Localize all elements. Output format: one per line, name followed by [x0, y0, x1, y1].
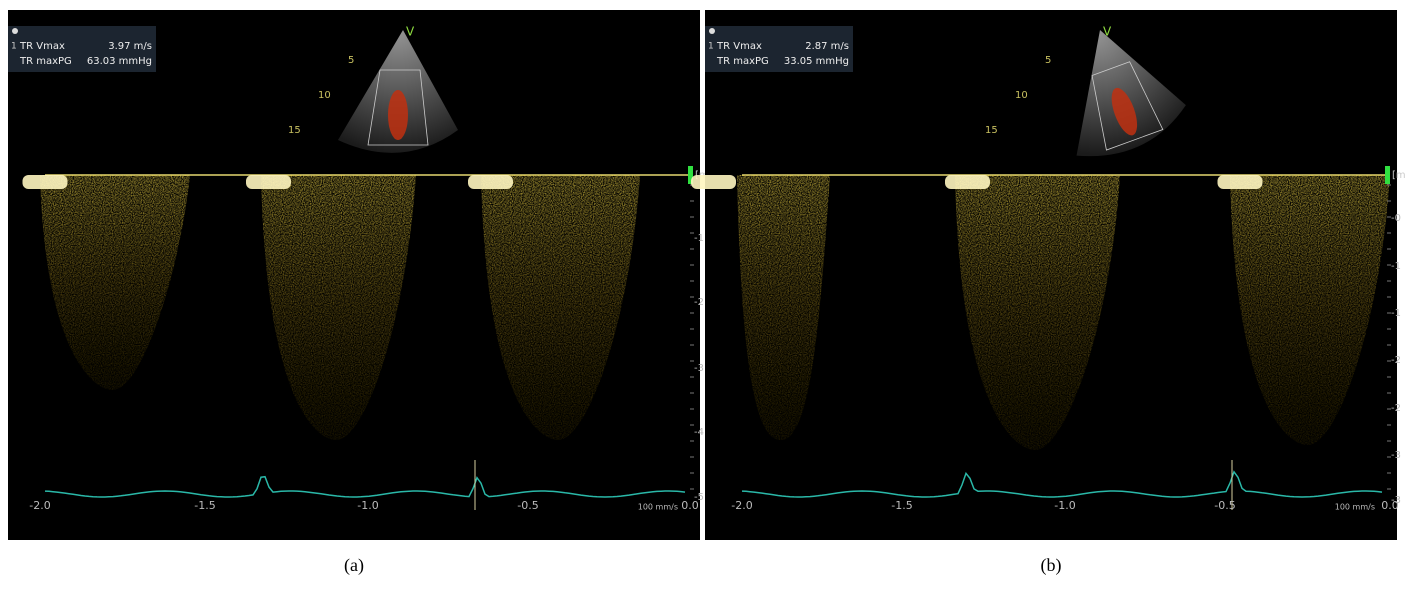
- systolic-flash: [1218, 175, 1263, 189]
- view-label: V: [1103, 25, 1112, 39]
- measurement-value: 3.97 m/s: [108, 41, 152, 52]
- color-flow: [388, 90, 408, 140]
- sweep-speed: 100 mm/s: [1335, 503, 1375, 512]
- time-tick-label: -1.5: [891, 499, 912, 512]
- scale-marker: [1385, 166, 1390, 184]
- velocity-tick-label: -1: [1391, 261, 1401, 272]
- velocity-tick-label: -2: [1391, 403, 1401, 414]
- velocity-tick-label: -4: [694, 427, 704, 438]
- velocity-tick-label: -3: [1391, 450, 1401, 461]
- measurement-name: TR Vmax: [19, 41, 65, 52]
- figure: 1TR Vmax3.97 m/sTR maxPG63.03 mmHg51015V…: [0, 0, 1410, 589]
- time-tick-label: -1.0: [357, 499, 378, 512]
- depth-label: 10: [1015, 90, 1028, 101]
- depth-label: 15: [985, 125, 998, 136]
- velocity-tick-label: -0: [1391, 213, 1401, 224]
- time-tick-label: -1.0: [1054, 499, 1075, 512]
- velocity-tick-label: -3: [694, 363, 704, 374]
- panel-label: (a): [344, 555, 364, 576]
- systolic-flash: [468, 175, 513, 189]
- view-label: V: [406, 25, 415, 39]
- time-tick-label: -2.0: [29, 499, 50, 512]
- velocity-tick-label: -2: [1391, 355, 1401, 366]
- time-tick-label: 0.0: [1381, 499, 1399, 512]
- measurement-name: TR maxPG: [716, 56, 769, 67]
- time-tick-label: 0.0: [681, 499, 699, 512]
- time-tick-label: -0.5: [1214, 499, 1235, 512]
- depth-label: 10: [318, 90, 331, 101]
- depth-label: 5: [1045, 55, 1051, 66]
- measurement-name: TR maxPG: [19, 56, 72, 67]
- systolic-flash: [246, 175, 291, 189]
- measurement-value: 63.03 mmHg: [87, 56, 152, 67]
- velocity-tick-label: -1: [694, 233, 704, 244]
- panel-label: (b): [1041, 555, 1062, 576]
- systolic-flash: [23, 175, 68, 189]
- time-tick-label: -1.5: [194, 499, 215, 512]
- measurement-index: 1: [708, 42, 714, 52]
- box-icon: [12, 28, 18, 34]
- measurement-index: 1: [11, 42, 17, 52]
- velocity-tick-label: -2: [694, 297, 704, 308]
- systolic-flash: [945, 175, 990, 189]
- box-icon: [709, 28, 715, 34]
- systolic-flash: [691, 175, 736, 189]
- measurement-name: TR Vmax: [716, 41, 762, 52]
- depth-label: 5: [348, 55, 354, 66]
- scale-unit: [m: [1392, 170, 1406, 181]
- time-tick-label: -2.0: [731, 499, 752, 512]
- time-tick-label: -0.5: [517, 499, 538, 512]
- sweep-speed: 100 mm/s: [638, 503, 678, 512]
- measurement-value: 2.87 m/s: [805, 41, 849, 52]
- velocity-tick-label: -1: [1391, 308, 1401, 319]
- measurement-value: 33.05 mmHg: [784, 56, 849, 67]
- depth-label: 15: [288, 125, 301, 136]
